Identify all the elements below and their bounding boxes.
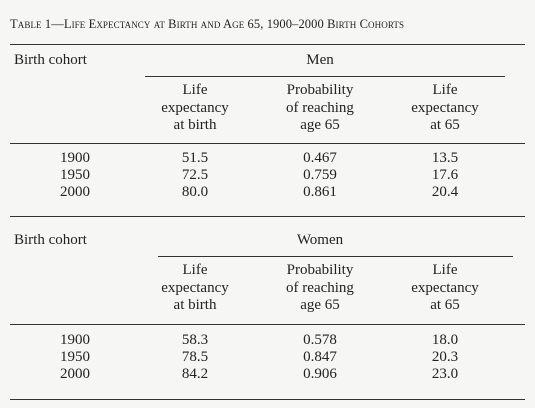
men-group-label: Men (306, 52, 334, 68)
women-row-1900-le-birth: 58.3 (181, 332, 209, 348)
men-row-1900-le-birth: 51.5 (181, 150, 209, 166)
men-row-2000-le65: 20.4 (431, 184, 459, 200)
women-row-2000-le65: 23.0 (431, 366, 459, 382)
men-col-prob65-line1: Probability (286, 82, 354, 98)
women-row-2000-cohort: 2000 (60, 366, 90, 382)
women-col-prob65: Probability of reaching age 65 (255, 262, 385, 315)
women-col-le65-line3: at 65 (430, 297, 460, 313)
men-group-rule (145, 76, 505, 77)
men-birth-cohort-label: Birth cohort (14, 52, 87, 68)
men-row-1950-prob65: 0.759 (303, 167, 337, 183)
men-row-1900-prob65: 0.467 (303, 150, 337, 166)
women-col-le-birth-line2: expectancy (161, 279, 229, 296)
women-group-label: Women (296, 232, 344, 248)
men-row-1950-le-birth: 72.5 (181, 167, 209, 183)
title-text: Life Expectancy at Birth and Age 65, 190… (63, 17, 405, 31)
women-row-1900-prob65: 0.578 (303, 332, 337, 348)
men-col-le65-line1: Life (432, 82, 458, 98)
men-header-rule (10, 143, 525, 144)
women-row-2000-le-birth: 84.2 (181, 366, 209, 382)
men-bottom-rule (10, 216, 525, 217)
men-col-le-birth-line1: Life (182, 82, 208, 98)
women-col-prob65-line2: of reaching (286, 279, 354, 296)
women-row-1900-cohort: 1900 (60, 332, 90, 348)
men-col-le-birth: Life expectancy at birth (135, 82, 255, 135)
women-birth-cohort-label: Birth cohort (14, 232, 87, 248)
women-row-2000-prob65: 0.906 (303, 366, 337, 382)
men-row-2000-prob65: 0.861 (303, 184, 337, 200)
women-col-prob65-line1: Probability (286, 262, 354, 278)
men-col-le-birth-line2: expectancy (161, 99, 229, 116)
men-col-le65: Life expectancy at 65 (385, 82, 505, 135)
women-col-prob65-line3: age 65 (300, 297, 340, 313)
women-row-1950-cohort: 1950 (60, 349, 90, 365)
women-group-rule (158, 256, 513, 257)
men-col-prob65-line2: of reaching (286, 99, 354, 116)
men-col-prob65-line3: age 65 (300, 117, 340, 133)
women-col-le65-line2: expectancy (411, 279, 479, 296)
women-col-le65: Life expectancy at 65 (385, 262, 505, 315)
women-row-1950-le65: 20.3 (431, 349, 459, 365)
men-row-1900-cohort: 1900 (60, 150, 90, 166)
title-dash: — (51, 17, 64, 31)
women-col-le65-line1: Life (432, 262, 458, 278)
women-col-le-birth-line3: at birth (173, 297, 217, 313)
table-number: Table 1 (10, 17, 52, 31)
men-col-prob65: Probability of reaching age 65 (255, 82, 385, 135)
men-row-1950-le65: 17.6 (431, 167, 459, 183)
women-header-rule (10, 324, 525, 325)
table-title: Table 1—Life Expectancy at Birth and Age… (10, 17, 404, 32)
women-bottom-rule (10, 399, 525, 400)
men-col-le-birth-line3: at birth (173, 117, 217, 133)
top-rule (10, 44, 525, 45)
men-row-2000-le-birth: 80.0 (181, 184, 209, 200)
men-row-2000-cohort: 2000 (60, 184, 90, 200)
women-row-1900-le65: 18.0 (431, 332, 459, 348)
women-col-le-birth-line1: Life (182, 262, 208, 278)
women-row-1950-prob65: 0.847 (303, 349, 337, 365)
men-col-le65-line2: expectancy (411, 99, 479, 116)
men-row-1950-cohort: 1950 (60, 167, 90, 183)
women-row-1950-le-birth: 78.5 (181, 349, 209, 365)
men-col-le65-line3: at 65 (430, 117, 460, 133)
women-col-le-birth: Life expectancy at birth (135, 262, 255, 315)
men-row-1900-le65: 13.5 (431, 150, 459, 166)
